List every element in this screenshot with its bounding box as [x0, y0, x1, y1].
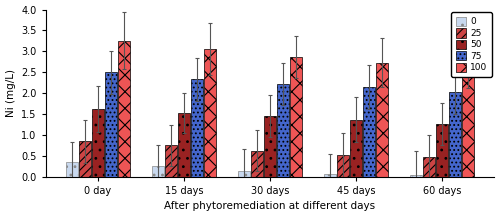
- Bar: [449, 92, 461, 177]
- Bar: [350, 120, 362, 177]
- Bar: [92, 109, 104, 177]
- Bar: [251, 151, 264, 177]
- Bar: [152, 166, 164, 177]
- Bar: [118, 41, 130, 177]
- X-axis label: After phytoremediation at different days: After phytoremediation at different days: [164, 201, 376, 211]
- Bar: [376, 63, 388, 177]
- Bar: [462, 66, 474, 177]
- Bar: [105, 72, 117, 177]
- Bar: [277, 84, 289, 177]
- Bar: [436, 124, 448, 177]
- Bar: [363, 87, 375, 177]
- Bar: [165, 145, 177, 177]
- Bar: [204, 49, 216, 177]
- Y-axis label: Ni (mg/L): Ni (mg/L): [6, 69, 16, 117]
- Bar: [264, 116, 276, 177]
- Bar: [191, 79, 203, 177]
- Bar: [337, 155, 349, 177]
- Bar: [290, 57, 302, 177]
- Bar: [423, 157, 436, 177]
- Bar: [410, 175, 422, 177]
- Bar: [178, 113, 190, 177]
- Bar: [66, 162, 78, 177]
- Bar: [79, 141, 91, 177]
- Legend: 0, 25, 50, 75, 100: 0, 25, 50, 75, 100: [451, 12, 492, 77]
- Bar: [238, 171, 250, 177]
- Bar: [324, 174, 336, 177]
